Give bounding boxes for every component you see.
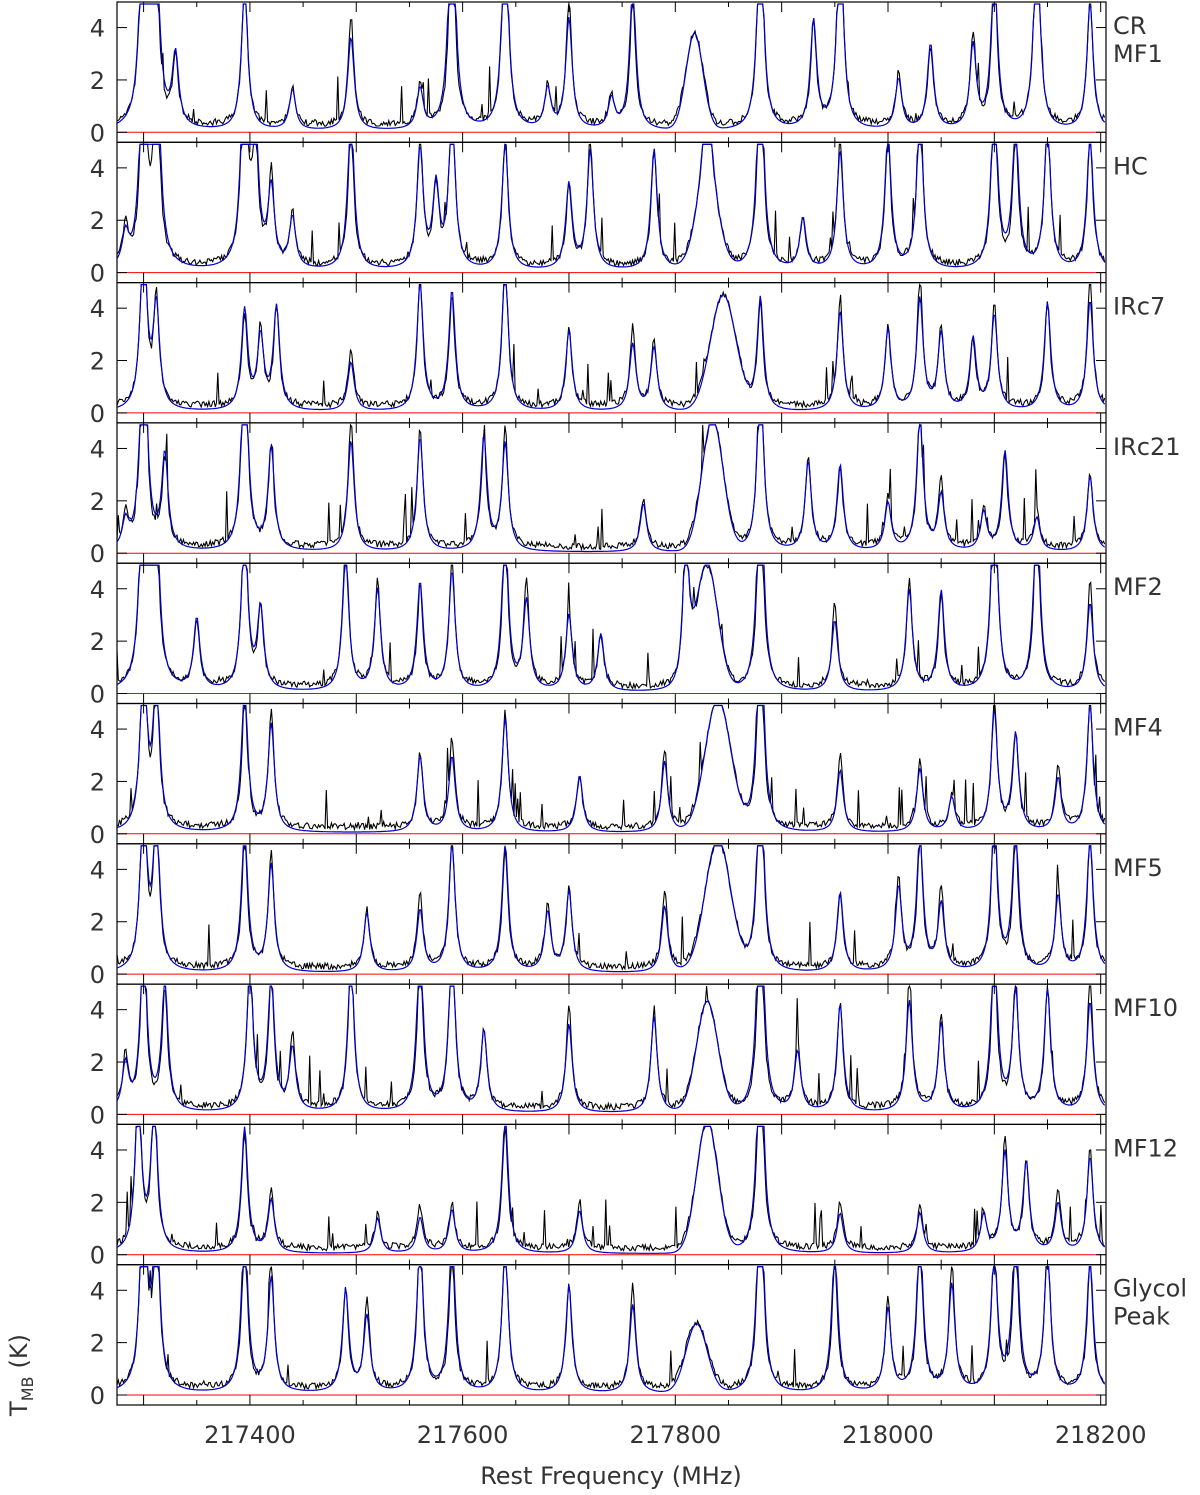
y-axis-title: TMB (K) bbox=[5, 1334, 37, 1417]
y-tick-label: 2 bbox=[90, 1189, 105, 1217]
observed-spectrum bbox=[117, 984, 1106, 1111]
spectrum-panel: 0 2 4 MF5 bbox=[90, 843, 1163, 989]
model-spectrum bbox=[117, 3, 1106, 129]
panel-label: HC bbox=[1113, 152, 1148, 180]
y-tick-label: 4 bbox=[90, 155, 105, 183]
y-axis-title-main: T bbox=[5, 1401, 33, 1417]
observed-spectrum bbox=[117, 142, 1106, 268]
y-tick-label: 0 bbox=[90, 540, 105, 568]
observed-spectrum bbox=[117, 564, 1106, 690]
y-tick-label: 0 bbox=[90, 821, 105, 849]
observed-spectrum bbox=[117, 1125, 1106, 1252]
y-axis-title-unit: (K) bbox=[5, 1334, 33, 1368]
spectrum-panel: 0 2 4 IRc21 bbox=[90, 422, 1181, 568]
y-tick-label: 2 bbox=[90, 909, 105, 937]
model-spectrum bbox=[117, 424, 1106, 553]
observed-spectrum bbox=[117, 282, 1106, 410]
y-tick-label: 0 bbox=[90, 260, 105, 288]
y-tick-label: 4 bbox=[90, 1137, 105, 1165]
model-spectrum bbox=[117, 564, 1106, 691]
panel-label: MF5 bbox=[1113, 854, 1163, 882]
x-tick-label: 218000 bbox=[842, 1421, 934, 1449]
x-tick-label: 218200 bbox=[1055, 1421, 1147, 1449]
observed-spectrum bbox=[117, 423, 1106, 552]
x-tick-label: 217800 bbox=[629, 1421, 721, 1449]
y-tick-label: 0 bbox=[90, 961, 105, 989]
y-tick-label: 4 bbox=[90, 15, 105, 43]
x-tick-label: 217400 bbox=[204, 1421, 296, 1449]
y-tick-label: 0 bbox=[90, 1101, 105, 1129]
observed-spectrum bbox=[117, 3, 1106, 128]
panel-frame bbox=[116, 1123, 1107, 1266]
y-tick-label: 0 bbox=[90, 400, 105, 428]
y-axis-title-sub: MB bbox=[18, 1377, 37, 1402]
model-spectrum bbox=[117, 1125, 1106, 1254]
spectrum-panel: 0 2 4 MF4 bbox=[90, 702, 1163, 849]
y-tick-label: 2 bbox=[90, 207, 105, 235]
spectrum-panel: 0 2 4 MF10 bbox=[90, 983, 1178, 1129]
model-spectrum bbox=[117, 704, 1106, 833]
model-spectrum bbox=[117, 284, 1106, 411]
spectrum-panel: 0 2 4 MF2 bbox=[90, 562, 1163, 709]
panel-label: IRc7 bbox=[1113, 293, 1165, 321]
y-tick-label: 2 bbox=[90, 67, 105, 95]
spectrum-panel: 0 2 4 IRc7 bbox=[90, 282, 1165, 428]
y-tick-label: 0 bbox=[90, 681, 105, 709]
observed-spectrum bbox=[117, 1266, 1105, 1391]
observed-spectrum bbox=[117, 845, 1106, 971]
observed-spectrum bbox=[117, 704, 1106, 832]
panel-frame bbox=[116, 1264, 1107, 1406]
x-tick-labels: 217400 217600 217800 218000 218200 bbox=[204, 1421, 1146, 1449]
panel-label: Peak bbox=[1113, 1303, 1170, 1331]
y-tick-label: 2 bbox=[90, 348, 105, 376]
y-tick-label: 4 bbox=[90, 716, 105, 744]
y-tick-label: 4 bbox=[90, 295, 105, 323]
panel-label: IRc21 bbox=[1113, 433, 1181, 461]
model-spectrum bbox=[117, 985, 1106, 1113]
y-tick-label: 4 bbox=[90, 576, 105, 604]
y-tick-label: 4 bbox=[90, 856, 105, 884]
y-tick-label: 0 bbox=[90, 119, 105, 147]
spectrum-panel: 0 2 4 HC bbox=[90, 141, 1148, 288]
y-tick-label: 4 bbox=[90, 435, 105, 463]
y-tick-label: 0 bbox=[90, 1242, 105, 1270]
panel-label: CR bbox=[1113, 12, 1146, 40]
spectrum-panel: 0 2 4 MF12 bbox=[90, 1123, 1178, 1270]
model-spectrum bbox=[117, 143, 1106, 268]
panel-frame bbox=[116, 702, 1107, 845]
y-tick-label: 4 bbox=[90, 1277, 105, 1305]
y-tick-label: 0 bbox=[90, 1382, 105, 1410]
panel-label: Glycol bbox=[1113, 1275, 1187, 1303]
panel-label: MF2 bbox=[1113, 573, 1163, 601]
x-tick-label: 217600 bbox=[417, 1421, 509, 1449]
panel-frame bbox=[116, 282, 1107, 424]
model-spectrum bbox=[117, 845, 1106, 973]
svg-text:TMB(K): TMB (K) bbox=[5, 1334, 37, 1417]
model-spectrum bbox=[117, 1266, 1106, 1393]
y-tick-label: 2 bbox=[90, 1049, 105, 1077]
panel-frame bbox=[116, 983, 1107, 1125]
y-tick-label: 2 bbox=[90, 768, 105, 796]
panel-label: MF1 bbox=[1113, 40, 1163, 68]
y-tick-label: 2 bbox=[90, 488, 105, 516]
y-tick-label: 4 bbox=[90, 997, 105, 1025]
panel-frame bbox=[116, 843, 1107, 985]
panel-label: MF10 bbox=[1113, 994, 1178, 1022]
panel-label: MF4 bbox=[1113, 714, 1163, 742]
y-tick-label: 2 bbox=[90, 1330, 105, 1358]
y-tick-label: 2 bbox=[90, 628, 105, 656]
panel-label: MF12 bbox=[1113, 1134, 1178, 1162]
x-axis-title: Rest Frequency (MHz) bbox=[480, 1462, 742, 1490]
